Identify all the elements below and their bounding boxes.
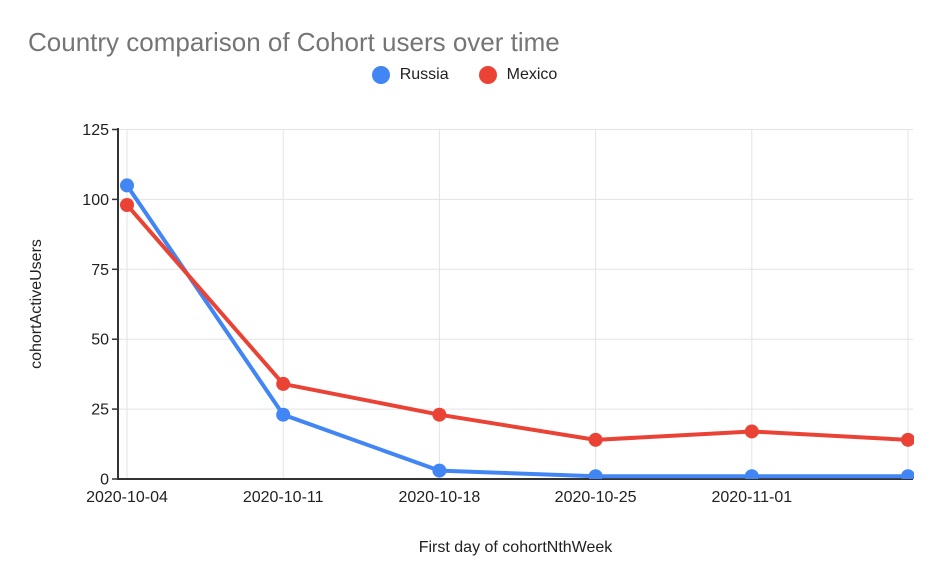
x-tick-label-2020-10-18: 2020-10-18 bbox=[398, 489, 480, 506]
x-axis-title: First day of cohortNthWeek bbox=[418, 539, 613, 556]
y-tick-label-100: 100 bbox=[82, 192, 109, 209]
data-point-mexico-1[interactable] bbox=[276, 376, 291, 391]
y-tick-label-125: 125 bbox=[82, 122, 109, 139]
data-point-mexico-4[interactable] bbox=[744, 424, 759, 439]
legend-dot-icon bbox=[371, 66, 390, 84]
legend-label-mexico: Mexico bbox=[506, 66, 558, 83]
x-tick-label-2020-10-25: 2020-10-25 bbox=[555, 489, 637, 506]
data-point-mexico-2[interactable] bbox=[432, 407, 447, 422]
data-point-russia-3[interactable] bbox=[588, 469, 603, 483]
y-tick-label-25: 25 bbox=[91, 402, 109, 419]
data-point-mexico-3[interactable] bbox=[588, 432, 603, 447]
legend-item-mexico[interactable]: Mexico bbox=[478, 66, 558, 84]
legend-label-russia: Russia bbox=[399, 66, 449, 83]
series-line-russia bbox=[125, 183, 910, 479]
y-tick-label-0: 0 bbox=[100, 472, 109, 489]
legend-item-russia[interactable]: Russia bbox=[371, 66, 449, 84]
data-point-russia-0[interactable] bbox=[120, 178, 134, 193]
data-point-russia-2[interactable] bbox=[432, 463, 447, 478]
x-tick-label-2020-11-01: 2020-11-01 bbox=[711, 489, 792, 506]
chart-title: Country comparison of Cohort users over … bbox=[28, 27, 560, 57]
data-point-russia-1[interactable] bbox=[276, 407, 291, 422]
x-tick-label-2020-10-04: 2020-10-04 bbox=[86, 489, 168, 506]
data-point-russia-4[interactable] bbox=[744, 469, 759, 483]
data-point-mexico-5[interactable] bbox=[901, 432, 915, 447]
series-group bbox=[120, 178, 915, 483]
x-tick-label-2020-10-11: 2020-10-11 bbox=[243, 489, 324, 506]
y-tick-label-50: 50 bbox=[91, 332, 109, 349]
series-line-mexico bbox=[125, 202, 910, 442]
data-point-mexico-0[interactable] bbox=[120, 197, 134, 212]
legend: Russia Mexico bbox=[0, 66, 937, 84]
data-point-russia-5[interactable] bbox=[901, 469, 915, 483]
legend-dot-icon bbox=[478, 66, 497, 84]
y-tick-label-75: 75 bbox=[91, 262, 109, 279]
